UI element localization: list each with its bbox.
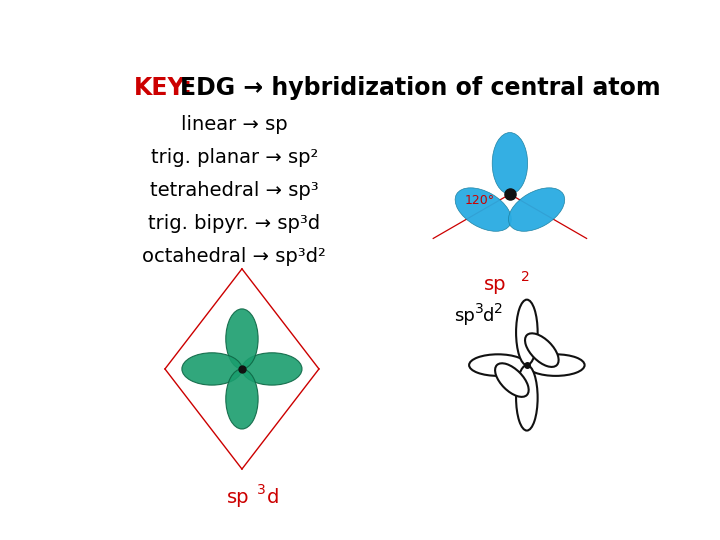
Ellipse shape (508, 188, 564, 231)
Text: sp: sp (227, 488, 250, 507)
Ellipse shape (527, 354, 585, 376)
Text: 3: 3 (257, 483, 266, 497)
Text: trig. planar → sp²: trig. planar → sp² (150, 148, 318, 167)
Text: 3: 3 (475, 302, 484, 316)
Text: 2: 2 (494, 302, 503, 316)
Text: tetrahedral → sp³: tetrahedral → sp³ (150, 181, 318, 200)
Ellipse shape (525, 333, 559, 367)
Ellipse shape (455, 188, 511, 231)
Text: EDG → hybridization of central atom: EDG → hybridization of central atom (180, 76, 661, 100)
Ellipse shape (495, 363, 528, 397)
Text: sp: sp (484, 275, 506, 294)
Text: linear → sp: linear → sp (181, 115, 287, 134)
Ellipse shape (182, 353, 242, 385)
Text: 2: 2 (521, 269, 530, 284)
Text: 120°: 120° (464, 194, 495, 207)
Ellipse shape (516, 300, 538, 365)
Ellipse shape (516, 365, 538, 430)
Text: octahedral → sp³d²: octahedral → sp³d² (143, 247, 326, 266)
Ellipse shape (469, 354, 527, 376)
Ellipse shape (492, 132, 528, 194)
Text: KEY:: KEY: (134, 76, 193, 100)
Ellipse shape (242, 353, 302, 385)
Ellipse shape (226, 369, 258, 429)
Text: d: d (266, 488, 279, 507)
Ellipse shape (226, 309, 258, 369)
Text: d: d (483, 307, 495, 325)
Text: trig. bipyr. → sp³d: trig. bipyr. → sp³d (148, 214, 320, 233)
Text: sp: sp (454, 307, 474, 325)
